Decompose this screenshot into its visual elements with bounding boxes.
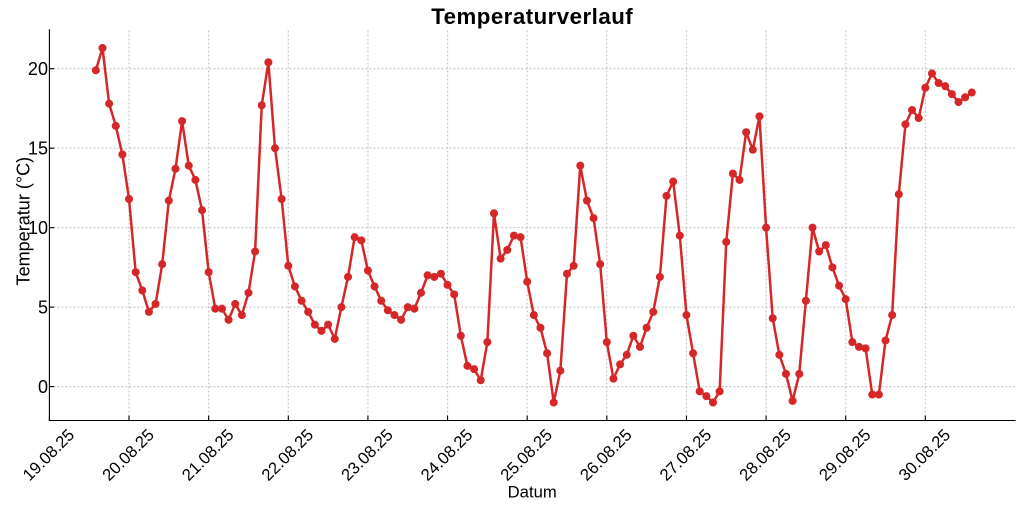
svg-text:5: 5 bbox=[38, 298, 48, 318]
svg-text:0: 0 bbox=[38, 377, 48, 397]
svg-text:15: 15 bbox=[28, 139, 48, 159]
svg-text:Datum: Datum bbox=[508, 482, 557, 501]
svg-text:20: 20 bbox=[28, 59, 48, 79]
svg-text:10: 10 bbox=[28, 218, 48, 238]
svg-text:Temperatur (°C): Temperatur (°C) bbox=[14, 157, 34, 286]
svg-text:Temperaturverlauf: Temperaturverlauf bbox=[431, 4, 633, 29]
